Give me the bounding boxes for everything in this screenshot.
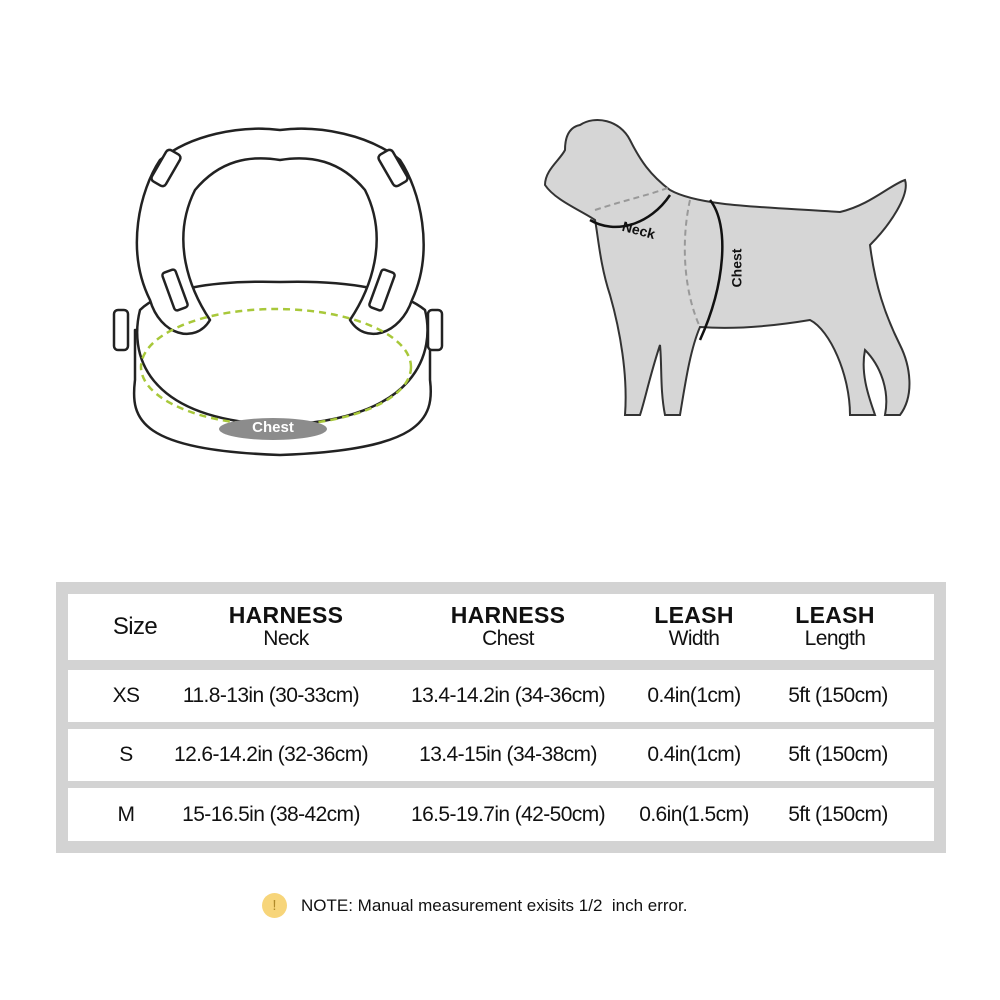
- chest-label-badge: [219, 418, 327, 440]
- table-header-row: Size HARNESS Neck HARNESS Chest LEASH Wi…: [68, 594, 934, 660]
- table-row: XS 11.8-13in (30-33cm) 13.4-14.2in (34-3…: [68, 670, 934, 722]
- chest-cell: 16.5-19.7in (42-50cm): [410, 802, 606, 826]
- neck-cell: 12.6-14.2in (32-36cm): [173, 743, 369, 766]
- chest-cell: 13.4-15in (34-38cm): [419, 743, 597, 766]
- neck-cell: 11.8-13in (30-33cm): [182, 684, 360, 707]
- header-sub: Chest: [482, 627, 534, 650]
- header-sub: Length: [804, 627, 866, 650]
- dog-chest-label: Chest: [728, 248, 745, 288]
- header-harness-chest: HARNESS Chest: [451, 594, 566, 660]
- dog-illustration: [543, 119, 911, 416]
- header-leash-width: LEASH Width: [654, 594, 733, 660]
- header-bold: LEASH: [795, 602, 875, 628]
- header-leash-length: LEASH Length: [795, 594, 874, 660]
- table-row: M 15-16.5in (38-42cm) 16.5-19.7in (42-50…: [68, 788, 934, 841]
- exclamation-icon: !: [262, 893, 287, 918]
- header-bold: LEASH: [654, 602, 734, 628]
- harness-illustration: [112, 127, 444, 457]
- size-cell: M: [117, 802, 136, 826]
- size-cell: S: [119, 743, 133, 766]
- header-bold: HARNESS: [450, 602, 566, 628]
- length-cell: 5ft (150cm): [788, 684, 888, 707]
- neck-cell: 15-16.5in (38-42cm): [182, 802, 360, 826]
- chest-arrow-icon: [698, 199, 724, 341]
- header-bold: HARNESS: [228, 602, 344, 628]
- header-sub: Neck: [263, 627, 309, 650]
- note-text: NOTE: Manual measurement exisits 1/2 inc…: [301, 895, 688, 915]
- neck-arrow-icon: [589, 194, 672, 229]
- length-cell: 5ft (150cm): [788, 802, 888, 826]
- size-cell: XS: [112, 684, 140, 707]
- width-cell: 0.4in(1cm): [647, 743, 741, 766]
- size-table: Size HARNESS Neck HARNESS Chest LEASH Wi…: [56, 582, 946, 853]
- measurement-note: ! NOTE: Manual measurement exisits 1/2 i…: [262, 893, 687, 918]
- width-cell: 0.4in(1cm): [647, 684, 741, 707]
- table-row: S 12.6-14.2in (32-36cm) 13.4-15in (34-38…: [68, 729, 934, 781]
- harness-chest-label: Chest: [252, 419, 294, 436]
- header-sub: Width: [668, 627, 720, 650]
- chest-cell: 13.4-14.2in (34-36cm): [410, 684, 606, 707]
- header-size: Size: [112, 613, 158, 640]
- width-cell: 0.6in(1.5cm): [639, 802, 749, 826]
- header-harness-neck: HARNESS Neck: [229, 594, 344, 660]
- length-cell: 5ft (150cm): [788, 743, 888, 766]
